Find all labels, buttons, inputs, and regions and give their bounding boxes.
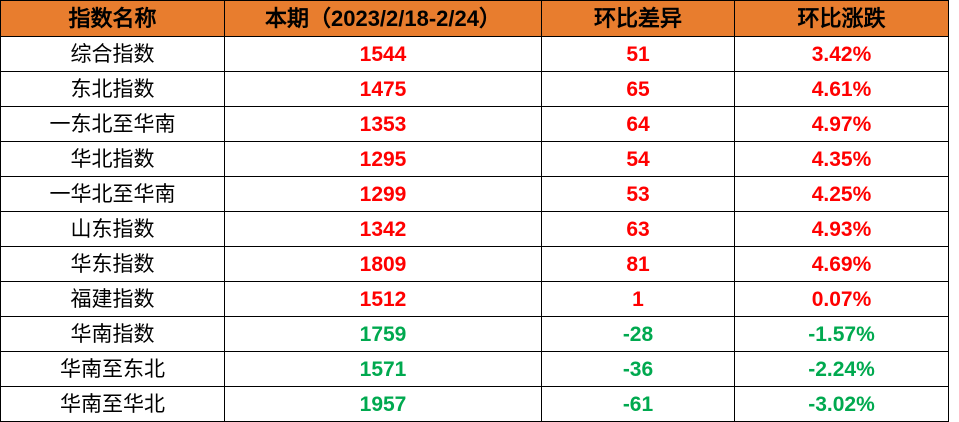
cell-mom-change: 4.93% xyxy=(734,211,949,247)
table-row: 综合指数 1544 51 3.42% xyxy=(0,36,949,72)
cell-mom-difference: -61 xyxy=(541,386,735,422)
cell-mom-change: -2.24% xyxy=(734,351,949,387)
table-row: 华北指数 1295 54 4.35% xyxy=(0,141,949,177)
column-header-index-name: 指数名称 xyxy=(0,0,225,37)
table-row: 一东北至华南 1353 64 4.97% xyxy=(0,106,949,142)
cell-current-period: 1299 xyxy=(224,176,542,212)
cell-current-period: 1809 xyxy=(224,246,542,282)
cell-current-period: 1295 xyxy=(224,141,542,177)
cell-current-period: 1512 xyxy=(224,281,542,317)
cell-mom-difference: 64 xyxy=(541,106,735,142)
cell-mom-change: 0.07% xyxy=(734,281,949,317)
table-row: 东北指数 1475 65 4.61% xyxy=(0,71,949,107)
cell-mom-difference: 63 xyxy=(541,211,735,247)
cell-mom-change: -1.57% xyxy=(734,316,949,352)
cell-mom-change: -3.02% xyxy=(734,386,949,422)
cell-index-name: 综合指数 xyxy=(0,36,225,72)
cell-mom-change: 4.25% xyxy=(734,176,949,212)
cell-current-period: 1571 xyxy=(224,351,542,387)
column-header-mom-change: 环比涨跌 xyxy=(734,0,949,37)
cell-index-name: 福建指数 xyxy=(0,281,225,317)
cell-mom-difference: 81 xyxy=(541,246,735,282)
table-header: 指数名称 本期（2023/2/18-2/24） 环比差异 环比涨跌 xyxy=(0,0,949,37)
table-body: 综合指数 1544 51 3.42% 东北指数 1475 65 4.61% 一东北至华南 1353… xyxy=(0,36,949,422)
cell-index-name: 一华北至华南 xyxy=(0,176,225,212)
cell-mom-change: 4.97% xyxy=(734,106,949,142)
table-row: 华东指数 1809 81 4.69% xyxy=(0,246,949,282)
cell-mom-difference: 53 xyxy=(541,176,735,212)
cell-current-period: 1353 xyxy=(224,106,542,142)
table-row: 山东指数 1342 63 4.93% xyxy=(0,211,949,247)
cell-mom-change: 4.35% xyxy=(734,141,949,177)
cell-mom-change: 4.61% xyxy=(734,71,949,107)
cell-mom-change: 3.42% xyxy=(734,36,949,72)
column-header-mom-difference: 环比差异 xyxy=(541,0,735,37)
cell-index-name: 东北指数 xyxy=(0,71,225,107)
cell-mom-difference: 1 xyxy=(541,281,735,317)
cell-mom-difference: 54 xyxy=(541,141,735,177)
cell-current-period: 1759 xyxy=(224,316,542,352)
cell-mom-difference: 51 xyxy=(541,36,735,72)
cell-index-name: 华南指数 xyxy=(0,316,225,352)
column-header-current-period: 本期（2023/2/18-2/24） xyxy=(224,0,542,37)
cell-mom-difference: -28 xyxy=(541,316,735,352)
cell-index-name: 一东北至华南 xyxy=(0,106,225,142)
cell-mom-change: 4.69% xyxy=(734,246,949,282)
cell-index-name: 华北指数 xyxy=(0,141,225,177)
table-row: 华南指数 1759 -28 -1.57% xyxy=(0,316,949,352)
cell-current-period: 1544 xyxy=(224,36,542,72)
cell-index-name: 华南至东北 xyxy=(0,351,225,387)
cell-current-period: 1342 xyxy=(224,211,542,247)
cell-mom-difference: -36 xyxy=(541,351,735,387)
cell-index-name: 华东指数 xyxy=(0,246,225,282)
cell-index-name: 华南至华北 xyxy=(0,386,225,422)
table-row: 华南至东北 1571 -36 -2.24% xyxy=(0,351,949,387)
cell-current-period: 1475 xyxy=(224,71,542,107)
table-row: 福建指数 1512 1 0.07% xyxy=(0,281,949,317)
table-row: 一华北至华南 1299 53 4.25% xyxy=(0,176,949,212)
cell-index-name: 山东指数 xyxy=(0,211,225,247)
cell-mom-difference: 65 xyxy=(541,71,735,107)
table-row: 华南至华北 1957 -61 -3.02% xyxy=(0,386,949,422)
table-header-row: 指数名称 本期（2023/2/18-2/24） 环比差异 环比涨跌 xyxy=(0,0,949,37)
cell-current-period: 1957 xyxy=(224,386,542,422)
